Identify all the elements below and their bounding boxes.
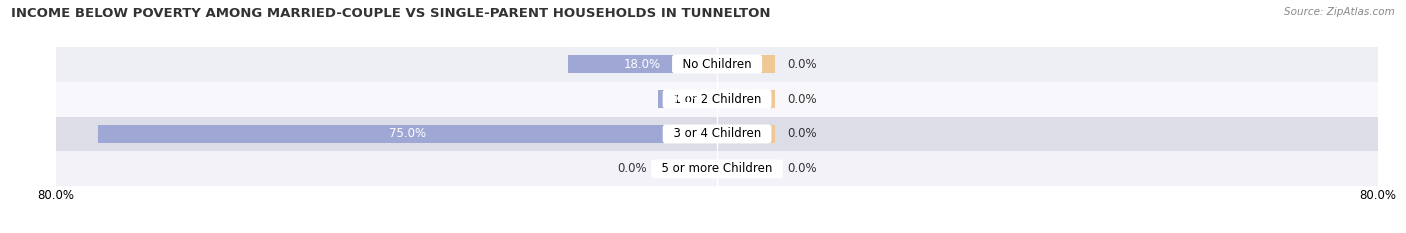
Text: 18.0%: 18.0% [624,58,661,71]
Text: 7.1%: 7.1% [673,93,703,106]
Bar [658,90,717,108]
Bar [717,55,775,73]
Bar [659,160,717,178]
Text: 1 or 2 Children: 1 or 2 Children [665,93,769,106]
Text: 5 or more Children: 5 or more Children [654,162,780,175]
Bar [97,125,717,143]
Text: INCOME BELOW POVERTY AMONG MARRIED-COUPLE VS SINGLE-PARENT HOUSEHOLDS IN TUNNELT: INCOME BELOW POVERTY AMONG MARRIED-COUPL… [11,7,770,20]
Text: No Children: No Children [675,58,759,71]
Bar [56,82,1378,116]
Text: 3 or 4 Children: 3 or 4 Children [665,127,769,140]
Text: 0.0%: 0.0% [617,162,647,175]
Bar [56,47,1378,82]
Text: 0.0%: 0.0% [787,93,817,106]
Text: 75.0%: 75.0% [388,127,426,140]
Bar [56,116,1378,151]
Bar [717,125,775,143]
Bar [56,151,1378,186]
Bar [717,90,775,108]
Bar [568,55,717,73]
Text: 0.0%: 0.0% [787,58,817,71]
Text: Source: ZipAtlas.com: Source: ZipAtlas.com [1284,7,1395,17]
Text: 0.0%: 0.0% [787,127,817,140]
Bar [717,160,775,178]
Text: 0.0%: 0.0% [787,162,817,175]
